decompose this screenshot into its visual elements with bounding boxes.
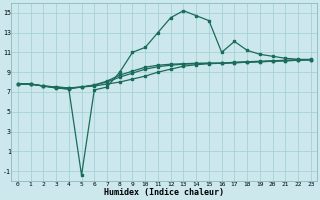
X-axis label: Humidex (Indice chaleur): Humidex (Indice chaleur) (104, 188, 224, 197)
